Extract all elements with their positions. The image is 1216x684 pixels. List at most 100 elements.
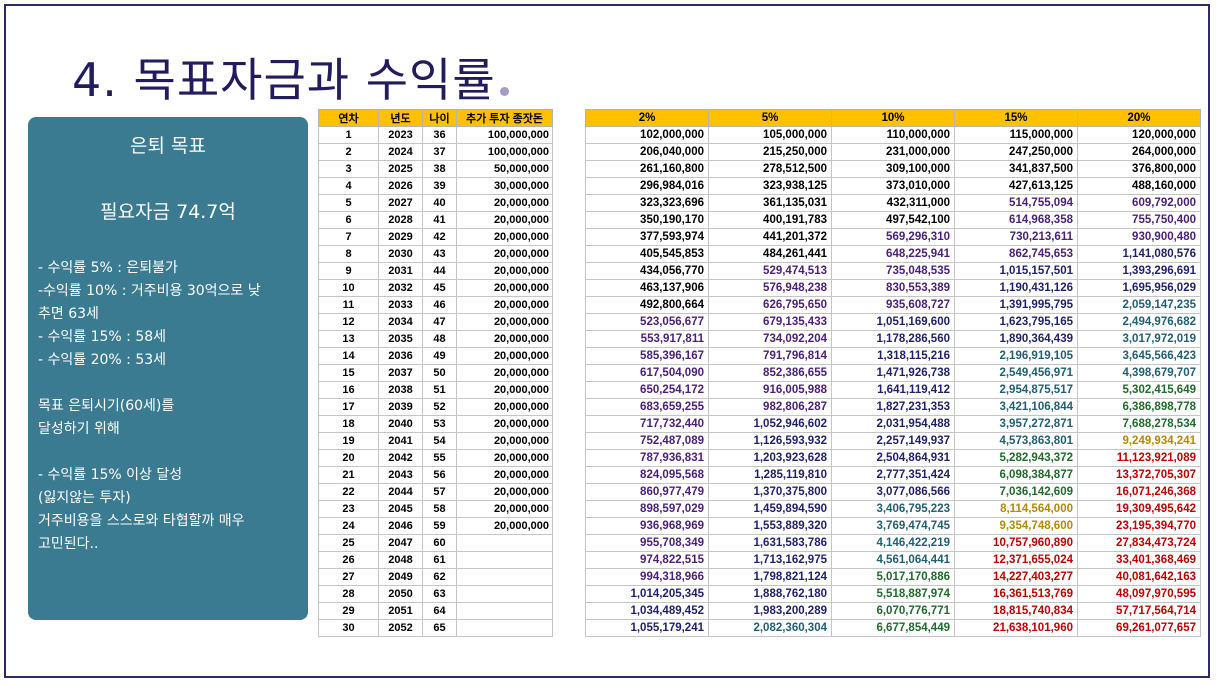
table-cell: 791,796,814 xyxy=(708,347,832,365)
table-row: 25 2047 60 xyxy=(318,534,553,552)
table-cell: 323,323,696 xyxy=(585,194,709,212)
table-row: 29 2051 64 xyxy=(318,602,553,620)
table-cell: 4,573,863,801 xyxy=(954,432,1078,450)
table-row: 523,056,677 679,135,433 1,051,169,600 1,623… xyxy=(585,313,1201,331)
table-cell: 2049 xyxy=(378,568,423,586)
required-funds-text: 필요자금 74.7억 xyxy=(100,201,236,223)
table-cell: 261,160,800 xyxy=(585,160,709,178)
table-cell: 20,000,000 xyxy=(456,432,553,450)
table-row: 24 2046 59 20,000,000 xyxy=(318,517,553,535)
table-cell: 373,010,000 xyxy=(831,177,955,195)
panel-note-line xyxy=(38,441,304,464)
table-cell: 1 xyxy=(318,126,379,144)
table-row: 405,545,853 484,261,441 648,225,941 862,745… xyxy=(585,245,1201,263)
table-cell: 3 xyxy=(318,160,379,178)
slide-title: 4. 목표자금과 수익률 xyxy=(72,44,509,110)
table-cell: 27,834,473,724 xyxy=(1077,534,1201,552)
table-cell: 18 xyxy=(318,415,379,433)
table-cell: 824,095,568 xyxy=(585,466,709,484)
column-header: 추가 투자 종잣돈 xyxy=(456,109,553,127)
table-cell: 6,098,384,877 xyxy=(954,466,1078,484)
table-row: 6 2028 41 20,000,000 xyxy=(318,211,553,229)
table-cell: 787,936,831 xyxy=(585,449,709,467)
table-cell: 1,393,296,691 xyxy=(1077,262,1201,280)
table-cell: 852,386,655 xyxy=(708,364,832,382)
table-cell xyxy=(456,568,553,586)
table-row: 434,056,770 529,474,513 735,048,535 1,015,1… xyxy=(585,262,1201,280)
table-cell: 20,000,000 xyxy=(456,211,553,229)
table-cell: 341,837,500 xyxy=(954,160,1078,178)
table-cell: 1,641,119,412 xyxy=(831,381,955,399)
table-cell xyxy=(456,585,553,603)
table-cell: 20,000,000 xyxy=(456,194,553,212)
table-cell: 2045 xyxy=(378,500,423,518)
table-row: 350,190,170 400,191,783 497,542,100 614,968… xyxy=(585,211,1201,229)
table-cell: 2,777,351,424 xyxy=(831,466,955,484)
table-cell: 102,000,000 xyxy=(585,126,709,144)
table-cell: 50,000,000 xyxy=(456,160,553,178)
table-cell: 898,597,029 xyxy=(585,500,709,518)
table-cell: 2048 xyxy=(378,551,423,569)
table-cell: 58 xyxy=(422,500,457,518)
table-cell: 1,888,762,180 xyxy=(708,585,832,603)
panel-note-line: 고민된다.. xyxy=(38,536,99,552)
table-cell: 2035 xyxy=(378,330,423,348)
table-cell: 2036 xyxy=(378,347,423,365)
table-cell: 43 xyxy=(422,245,457,263)
table-cell: 648,225,941 xyxy=(831,245,955,263)
table-row: 18 2040 53 20,000,000 xyxy=(318,415,553,433)
table-row: 683,659,255 982,806,287 1,827,231,353 3,421… xyxy=(585,398,1201,416)
table-cell: 730,213,611 xyxy=(954,228,1078,246)
table-cell: 5,017,170,886 xyxy=(831,568,955,586)
table-row: 27 2049 62 xyxy=(318,568,553,586)
table-cell: 20,000,000 xyxy=(456,483,553,501)
table-cell: 2,257,149,937 xyxy=(831,432,955,450)
table-cell: 23,195,394,770 xyxy=(1077,517,1201,535)
column-header: 연차 xyxy=(318,109,379,127)
table-cell: 463,137,906 xyxy=(585,279,709,297)
table-cell: 14,227,403,277 xyxy=(954,568,1078,586)
table-cell: 350,190,170 xyxy=(585,211,709,229)
table-cell: 28 xyxy=(318,585,379,603)
column-header: 나이 xyxy=(422,109,457,127)
table-cell: 57 xyxy=(422,483,457,501)
panel-note-line: (잃지않는 투자) xyxy=(38,490,131,506)
table-cell: 19,309,495,642 xyxy=(1077,500,1201,518)
table-cell: 26 xyxy=(318,551,379,569)
table-cell: 1,034,489,452 xyxy=(585,602,709,620)
table-cell: 37 xyxy=(422,143,457,161)
table-cell: 14 xyxy=(318,347,379,365)
table-cell: 492,800,664 xyxy=(585,296,709,314)
table-row: 1,034,489,452 1,983,200,289 6,070,776,771 1… xyxy=(585,602,1201,620)
table-cell: 206,040,000 xyxy=(585,143,709,161)
table-cell: 4 xyxy=(318,177,379,195)
table-cell: 3,769,474,745 xyxy=(831,517,955,535)
column-header: 년도 xyxy=(378,109,423,127)
table-cell: 2037 xyxy=(378,364,423,382)
table-cell: 115,000,000 xyxy=(954,126,1078,144)
table-cell: 63 xyxy=(422,585,457,603)
table-cell: 405,545,853 xyxy=(585,245,709,263)
table-cell: 585,396,167 xyxy=(585,347,709,365)
table-cell: 309,100,000 xyxy=(831,160,955,178)
table-cell: 61 xyxy=(422,551,457,569)
table-cell: 2027 xyxy=(378,194,423,212)
table-cell: 3,957,272,871 xyxy=(954,415,1078,433)
table-cell: 1,983,200,289 xyxy=(708,602,832,620)
table-cell: 1,190,431,126 xyxy=(954,279,1078,297)
table-cell: 20,000,000 xyxy=(456,466,553,484)
table-row: 824,095,568 1,285,119,810 2,777,351,424 6,0… xyxy=(585,466,1201,484)
table-cell: 862,745,653 xyxy=(954,245,1078,263)
table-cell: 2,031,954,488 xyxy=(831,415,955,433)
table-row: 898,597,029 1,459,894,590 3,406,795,223 8,1… xyxy=(585,500,1201,518)
table-cell: 39 xyxy=(422,177,457,195)
panel-note-line xyxy=(38,372,304,395)
table-cell xyxy=(456,551,553,569)
table-cell: 376,800,000 xyxy=(1077,160,1201,178)
table-cell: 2038 xyxy=(378,381,423,399)
table-cell: 1,471,926,738 xyxy=(831,364,955,382)
table-row: 26 2048 61 xyxy=(318,551,553,569)
table-cell: 8 xyxy=(318,245,379,263)
table-cell: 21,638,101,960 xyxy=(954,619,1078,637)
table-cell: 626,795,650 xyxy=(708,296,832,314)
